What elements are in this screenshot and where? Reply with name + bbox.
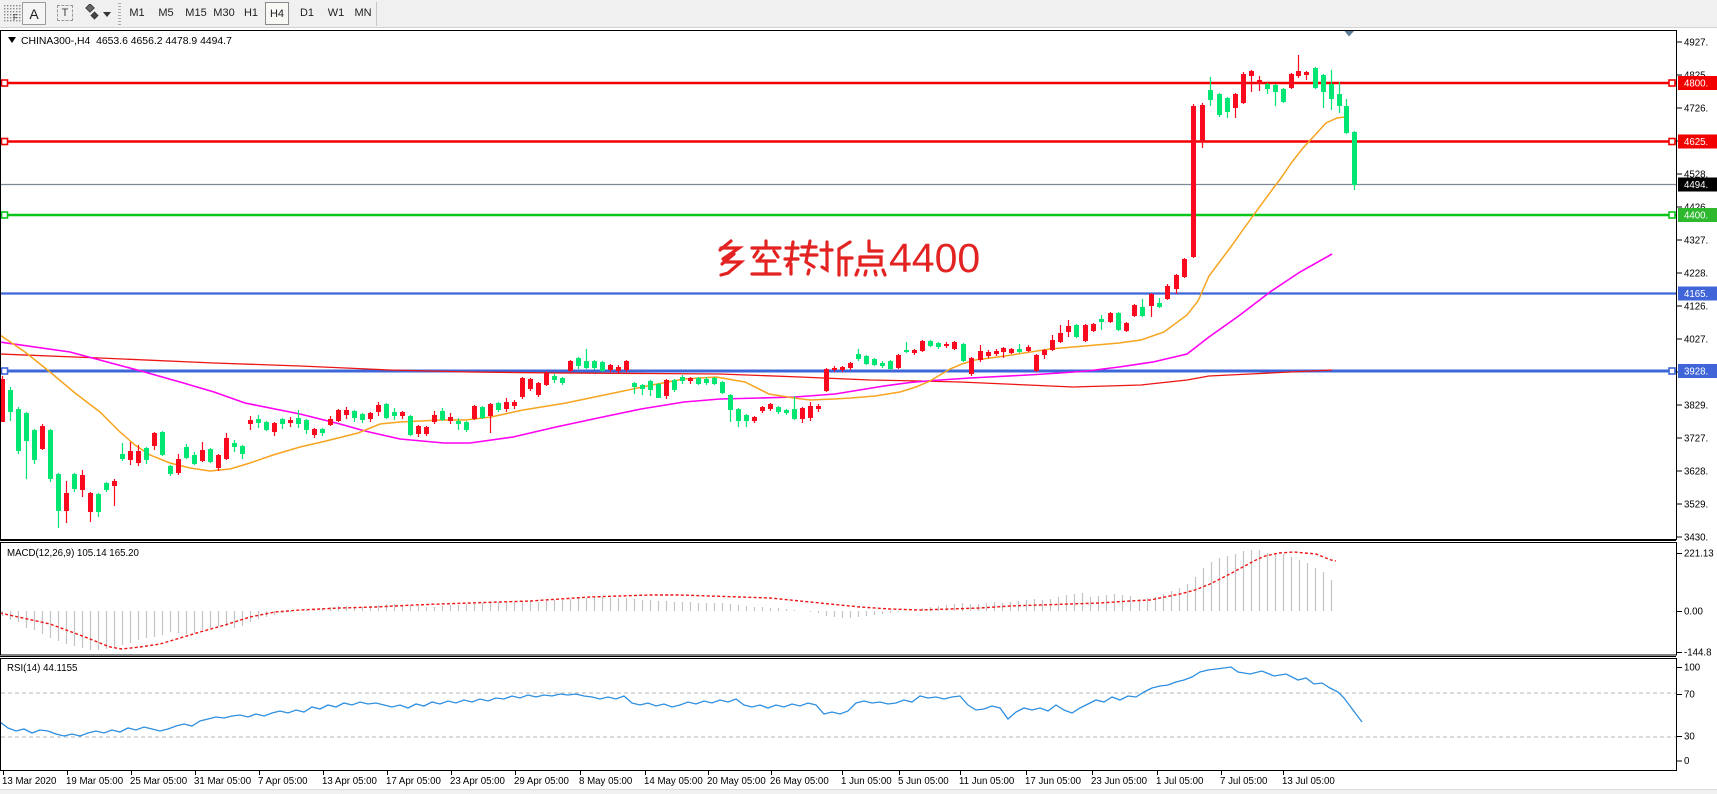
svg-text:3727.: 3727. [1684, 434, 1708, 445]
svg-text:7 Apr 05:00: 7 Apr 05:00 [258, 776, 308, 787]
svg-text:4400: 4400 [889, 235, 980, 281]
svg-text:4327.: 4327. [1684, 236, 1708, 247]
svg-text:14 May 05:00: 14 May 05:00 [644, 776, 703, 787]
svg-text:17 Jun 05:00: 17 Jun 05:00 [1025, 776, 1082, 787]
svg-text:1 Jun 05:00: 1 Jun 05:00 [841, 776, 892, 787]
svg-text:26 May 05:00: 26 May 05:00 [770, 776, 829, 787]
svg-text:MACD(12,26,9) 105.14 165.20: MACD(12,26,9) 105.14 165.20 [7, 548, 140, 559]
svg-text:4228.: 4228. [1684, 269, 1708, 280]
svg-text:3928.: 3928. [1684, 367, 1708, 378]
svg-text:4625.: 4625. [1684, 137, 1708, 148]
svg-text:25 Mar 05:00: 25 Mar 05:00 [130, 776, 188, 787]
svg-text:30: 30 [1684, 732, 1695, 743]
svg-text:RSI(14) 44.1155: RSI(14) 44.1155 [7, 663, 77, 674]
svg-text:11 Jun 05:00: 11 Jun 05:00 [959, 776, 1015, 787]
svg-text:-144.8: -144.8 [1684, 648, 1711, 659]
svg-text:3628.: 3628. [1684, 467, 1708, 478]
svg-text:0.00: 0.00 [1684, 607, 1703, 618]
svg-text:3829.: 3829. [1684, 401, 1708, 412]
svg-text:4126.: 4126. [1684, 302, 1708, 313]
svg-text:4165.: 4165. [1684, 289, 1708, 300]
svg-text:4528.: 4528. [1684, 170, 1708, 181]
svg-text:100: 100 [1684, 663, 1701, 674]
svg-text:221.13: 221.13 [1684, 549, 1714, 560]
svg-text:70: 70 [1684, 690, 1695, 701]
svg-text:13 Apr 05:00: 13 Apr 05:00 [322, 776, 378, 787]
svg-text:29 Apr 05:00: 29 Apr 05:00 [514, 776, 570, 787]
svg-text:13 Mar 2020: 13 Mar 2020 [2, 776, 57, 787]
svg-text:4800.: 4800. [1684, 79, 1708, 90]
svg-text:4726.: 4726. [1684, 104, 1708, 115]
svg-text:CHINA300-,H4 4653.6 4656.2 44: CHINA300-,H4 4653.6 4656.2 4478.9 4494.7 [21, 36, 232, 47]
svg-text:8 May 05:00: 8 May 05:00 [579, 776, 633, 787]
svg-text:31 Mar 05:00: 31 Mar 05:00 [194, 776, 252, 787]
svg-text:4927.: 4927. [1684, 38, 1708, 49]
svg-text:7 Jul 05:00: 7 Jul 05:00 [1220, 776, 1268, 787]
svg-text:0: 0 [1684, 756, 1690, 767]
svg-text:20 May 05:00: 20 May 05:00 [707, 776, 766, 787]
svg-text:3529.: 3529. [1684, 500, 1708, 511]
svg-text:1 Jul 05:00: 1 Jul 05:00 [1156, 776, 1204, 787]
svg-text:13 Jul 05:00: 13 Jul 05:00 [1282, 776, 1335, 787]
svg-text:19 Mar 05:00: 19 Mar 05:00 [66, 776, 124, 787]
svg-text:17 Apr 05:00: 17 Apr 05:00 [386, 776, 442, 787]
svg-text:5 Jun 05:00: 5 Jun 05:00 [898, 776, 949, 787]
svg-text:23 Jun 05:00: 23 Jun 05:00 [1091, 776, 1148, 787]
svg-text:23 Apr 05:00: 23 Apr 05:00 [450, 776, 506, 787]
svg-text:4494.: 4494. [1684, 180, 1708, 191]
svg-text:4400.: 4400. [1684, 211, 1708, 222]
svg-text:3430.: 3430. [1684, 533, 1708, 544]
svg-text:4027.: 4027. [1684, 335, 1708, 346]
